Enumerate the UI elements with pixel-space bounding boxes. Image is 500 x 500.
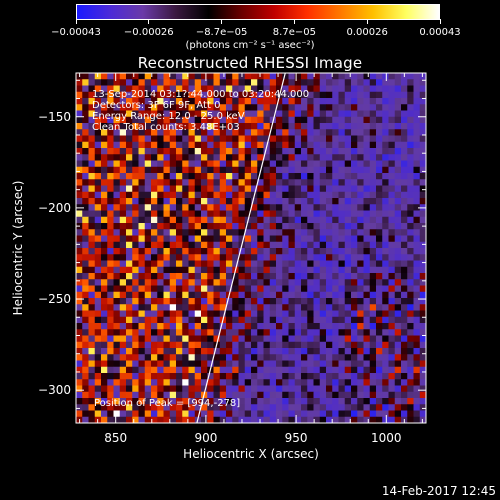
colorbar-units: (photons cm⁻² s⁻¹ asec⁻²) [185, 40, 315, 51]
y-tick-label: −150 [38, 109, 71, 124]
y-tick-label: −250 [38, 292, 71, 307]
render-timestamp: 14-Feb-2017 12:45 [381, 484, 496, 498]
x-tick-label: 950 [284, 431, 308, 445]
colorbar-tick-label: −0.00043 [51, 27, 101, 38]
colorbar-tick [439, 19, 441, 24]
clean-counts-annotation: Clean Total counts: 3.48E+03 [92, 122, 240, 133]
energy-range-annotation: Energy Range: 12.0 - 25.0 keV [92, 111, 245, 122]
colorbar [76, 4, 440, 20]
y-axis-label: Heliocentric Y (arcsec) [11, 180, 25, 316]
colorbar-tick [75, 19, 77, 24]
time-range-annotation: 13-Sep-2014 03:1?:44.000 to 03:20:44.000 [92, 89, 310, 100]
y-tick-label: −200 [38, 200, 71, 215]
colorbar-tick-label: 8.7e−05 [272, 27, 316, 38]
colorbar-tick [148, 19, 150, 24]
x-tick-label: 1000 [371, 431, 402, 445]
colorbar-tick-label: 0.00026 [346, 27, 388, 38]
colorbar-tick-label: −0.00026 [123, 27, 174, 38]
colorbar-tick [366, 19, 368, 24]
colorbar-tick-label: −8.7e−05 [195, 27, 248, 38]
x-axis-label: Heliocentric X (arcsec) [183, 447, 319, 461]
x-tick-label: 900 [194, 431, 218, 445]
y-tick-label: −300 [38, 383, 71, 398]
colorbar-tick [221, 19, 223, 24]
peak-position-annotation: Position of Peak = [994,-278] [94, 398, 241, 409]
colorbar-tick-label: 0.00043 [419, 27, 461, 38]
plot-title: Reconstructed RHESSI Image [137, 54, 363, 72]
colorbar-tick [293, 19, 295, 24]
image-plot-area: 13-Sep-2014 03:1?:44.000 to 03:20:44.000… [76, 73, 426, 423]
x-tick-label: 850 [104, 431, 128, 445]
detectors-annotation: Detectors: 3F 6F 9F, Att 0 [92, 100, 221, 111]
